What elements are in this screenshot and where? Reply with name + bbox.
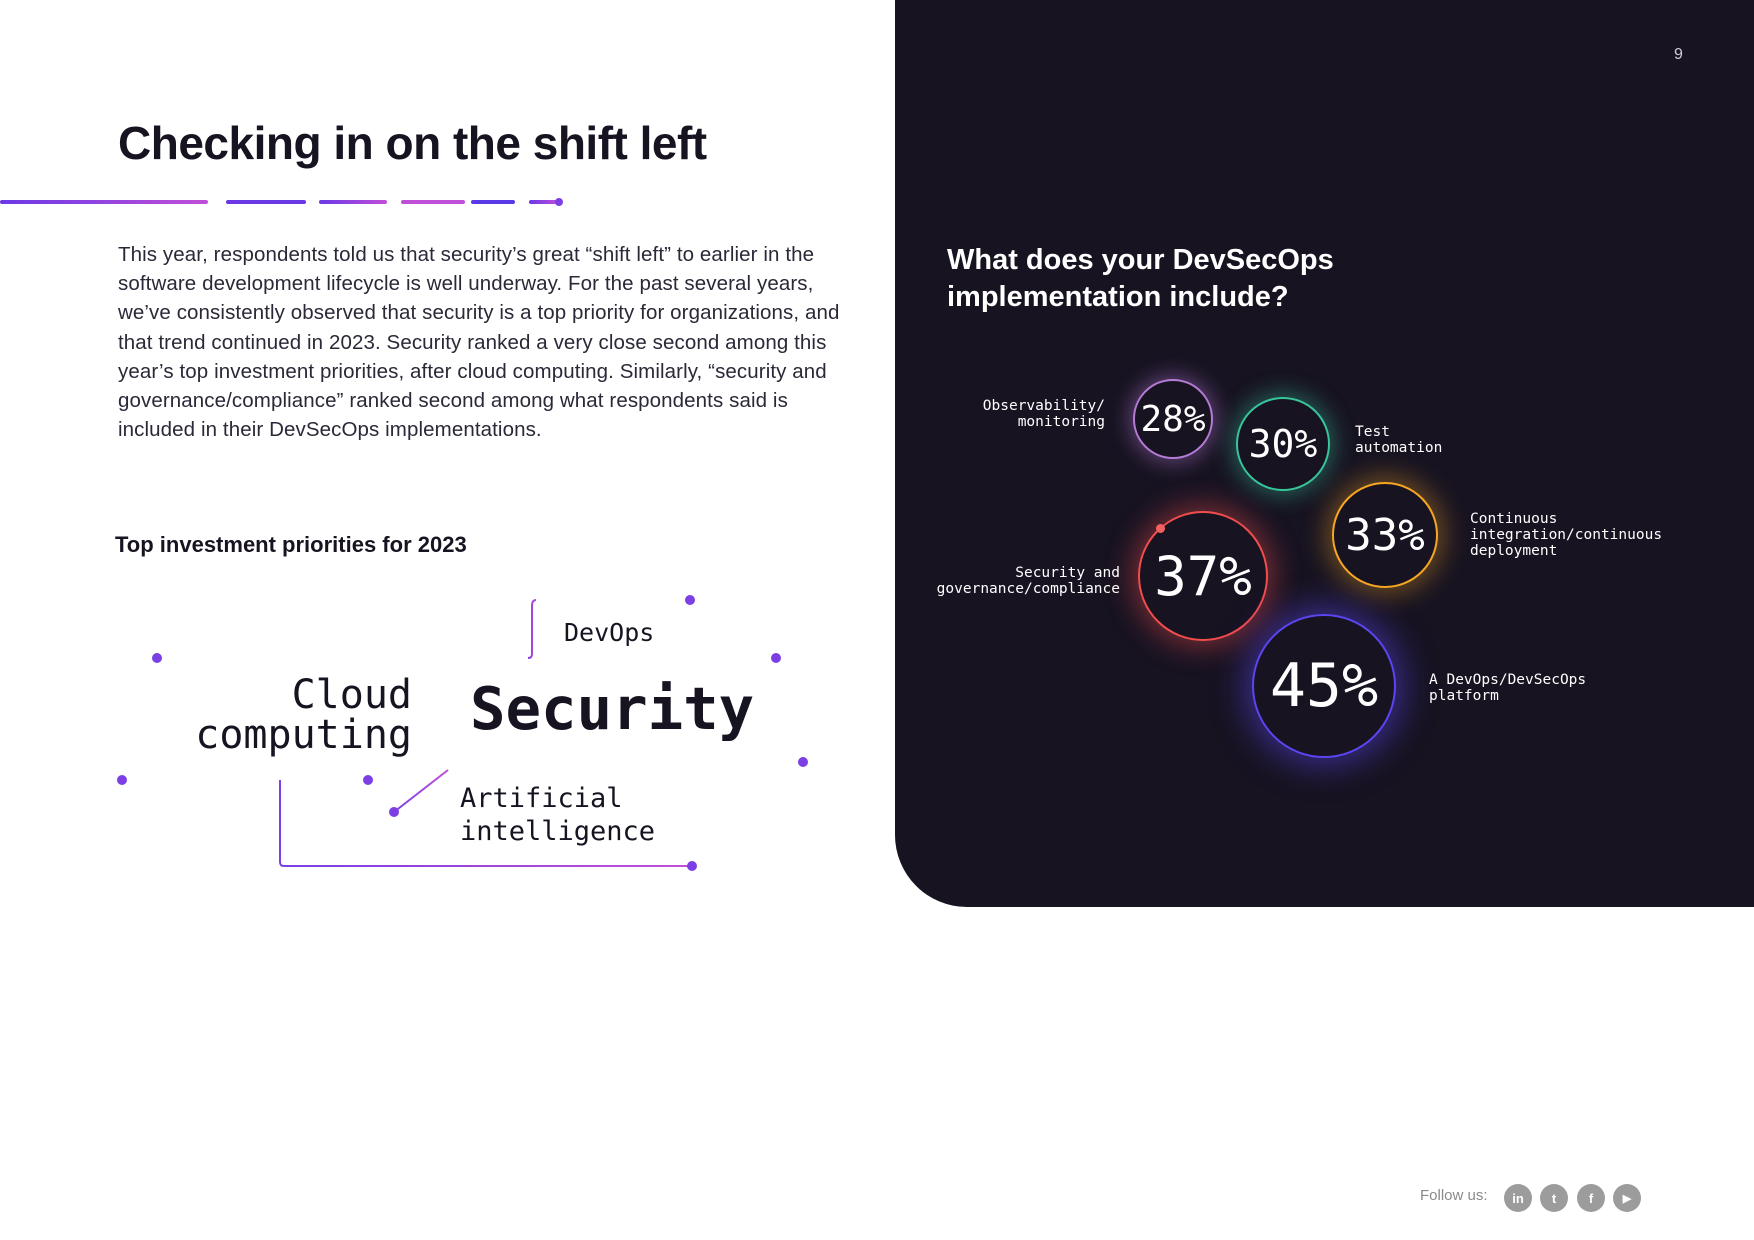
- bubble-value: 30%: [1248, 422, 1318, 466]
- page-number: 9: [1674, 46, 1683, 63]
- label-line: integration/continuous: [1470, 527, 1663, 543]
- question-title: What does your DevSecOps implementation …: [947, 244, 1334, 313]
- label-test-automation: Test automation: [1355, 424, 1442, 456]
- facebook-icon[interactable]: f: [1577, 1184, 1605, 1212]
- intro-paragraph: This year, respondents told us that secu…: [118, 243, 840, 442]
- bubble-value: 33%: [1345, 509, 1425, 561]
- label-observability: Observability/ monitoring: [935, 398, 1105, 430]
- bubble-accent-dot: [1156, 524, 1165, 533]
- youtube-icon[interactable]: ▶: [1613, 1184, 1641, 1212]
- bubble-observability: 28%: [1133, 379, 1213, 459]
- twitter-icon[interactable]: t: [1540, 1184, 1568, 1212]
- bubble-value: 37%: [1154, 544, 1252, 608]
- label-devops-platform: A DevOps/DevSecOps platform: [1429, 672, 1586, 704]
- priority-security: Security: [470, 674, 755, 743]
- priority-ai: Artificial intelligence: [460, 782, 655, 848]
- label-security-governance: Security and governance/compliance: [900, 565, 1120, 597]
- priorities-heading: Top investment priorities for 2023: [115, 532, 467, 557]
- priority-cloud-computing: Cloud computing: [170, 675, 412, 755]
- follow-us-label: Follow us:: [1420, 1187, 1488, 1204]
- bubble-value: 28%: [1140, 398, 1206, 440]
- label-line: A DevOps/DevSecOps: [1429, 672, 1587, 688]
- linkedin-icon[interactable]: in: [1504, 1184, 1532, 1212]
- priority-cloud-line2: computing: [195, 712, 412, 758]
- bubble-value: 45%: [1269, 651, 1379, 721]
- page-title: Checking in on the shift left: [118, 117, 707, 169]
- priorities-graphic: DevOps Cloud computing Security Artifici…: [100, 590, 820, 880]
- label-ci-cd: Continuous integration/continuous deploy…: [1470, 511, 1662, 559]
- priority-devops: DevOps: [564, 618, 655, 647]
- label-line: platform: [1429, 688, 1499, 704]
- label-line: monitoring: [1017, 414, 1105, 430]
- label-line: Continuous: [1470, 511, 1558, 527]
- label-line: Security and: [1015, 565, 1120, 581]
- label-line: Test: [1355, 424, 1390, 440]
- label-line: Observability/: [982, 398, 1105, 414]
- circuit-lines: [117, 595, 808, 871]
- bubble-devops-platform: 45%: [1252, 614, 1396, 758]
- bubble-test-automation: 30%: [1236, 397, 1330, 491]
- priority-cloud-line1: Cloud: [291, 672, 412, 718]
- decorative-dash-line: [0, 198, 563, 206]
- label-line: automation: [1355, 440, 1443, 456]
- label-line: deployment: [1470, 543, 1558, 559]
- label-line: governance/compliance: [936, 581, 1120, 597]
- priority-ai-line1: Artificial: [460, 783, 623, 814]
- bubble-ci-cd: 33%: [1332, 482, 1438, 588]
- priority-ai-line2: intelligence: [460, 816, 656, 847]
